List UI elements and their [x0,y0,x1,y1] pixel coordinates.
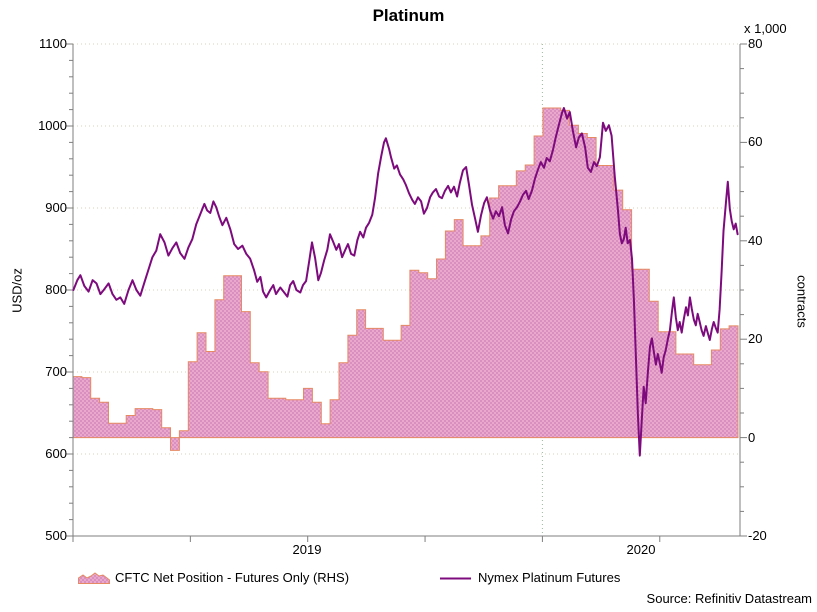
left-axis-tick-label-600: 600 [45,446,67,461]
right-axis-tick-label-20: 20 [748,331,763,347]
source-attribution: Source: Refinitiv Datastream [646,591,812,606]
x-axis-year-label-2020: 2020 [626,542,656,557]
legend-line-swatch-icon [440,577,471,580]
left-axis-tick-label-700: 700 [45,364,67,379]
right-axis-tick-label-80: 80 [748,36,763,51]
right-axis-multiplier-label: x 1,000 [744,21,787,36]
legend-area-swatch-icon [78,572,110,584]
chart-title: Platinum [372,6,445,25]
right-axis-title: contracts [794,275,810,328]
nymex-platinum-futures-line [72,107,739,457]
left-axis-tick-label-1100: 1100 [39,36,67,51]
left-axis-tick-label-500: 500 [45,528,67,543]
left-axis-tick-label-800: 800 [45,282,67,297]
right-axis-tick-label--20: -20 [748,528,767,543]
x-axis-year-label-2019: 2019 [292,542,322,557]
legend-label-nymex: Nymex Platinum Futures [478,570,621,585]
platinum-chart-svg [66,43,747,542]
legend-label-cftc: CFTC Net Position - Futures Only (RHS) [115,570,350,585]
left-axis-tick-label-1000: 1000 [38,118,67,133]
right-axis-tick-label-60: 60 [748,134,763,150]
left-axis-tick-label-900: 900 [45,200,67,215]
right-axis-tick-label-0: 0 [748,429,756,445]
cftc-net-position-area [72,107,739,451]
right-axis-tick-label-40: 40 [748,232,763,248]
